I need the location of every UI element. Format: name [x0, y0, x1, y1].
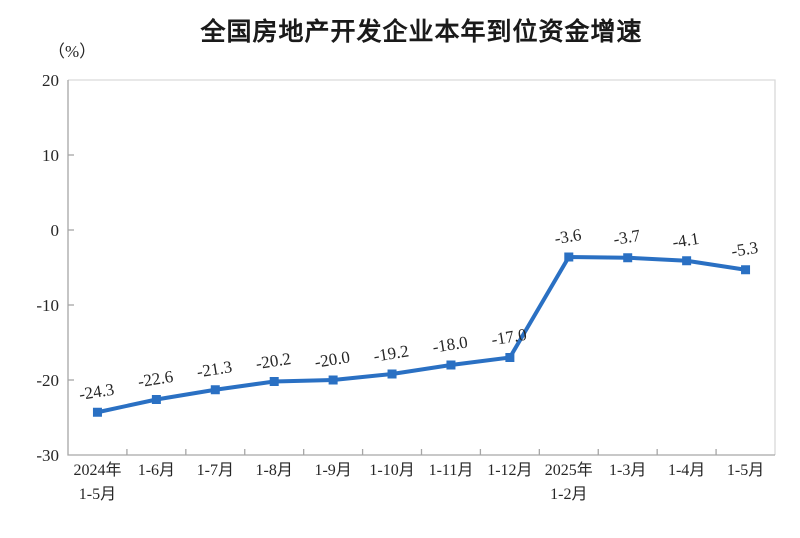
data-label: -5.3	[730, 238, 760, 261]
data-point-marker	[387, 369, 397, 379]
data-label: -19.2	[372, 341, 410, 365]
data-point-marker	[446, 360, 456, 370]
plot-border	[68, 79, 776, 455]
y-axis-unit-label: （%）	[48, 42, 97, 61]
data-point-marker	[682, 256, 692, 266]
data-point-marker	[741, 265, 751, 275]
data-point-marker	[151, 395, 161, 404]
data-point-marker	[328, 375, 338, 385]
x-tick-label: 2024年 1-5月	[73, 461, 121, 503]
data-point-marker	[269, 377, 279, 386]
data-label: -20.2	[254, 349, 292, 373]
x-tick-label: 1-6月	[138, 462, 175, 479]
data-label: -4.1	[671, 229, 701, 252]
x-tick-label: 1-11月	[429, 462, 474, 479]
y-tick-label: 10	[42, 146, 59, 165]
chart-title: 全国房地产开发企业本年到位资金增速	[200, 18, 643, 46]
data-point-marker	[623, 253, 633, 263]
y-tick-label: -10	[36, 296, 59, 315]
data-point-marker	[210, 385, 220, 395]
y-tick-label: 20	[42, 71, 59, 90]
x-tick-label: 1-5月	[727, 462, 764, 479]
x-tick-label: 1-10月	[369, 462, 414, 479]
data-label: -24.3	[78, 380, 116, 404]
x-tick-label: 1-8月	[256, 462, 293, 479]
data-label: -20.0	[313, 347, 351, 371]
x-tick-label: 1-7月	[197, 462, 234, 479]
y-tick-label: 0	[51, 221, 60, 240]
x-tick-label: 2025年 1-2月	[545, 461, 593, 503]
y-tick-label: -20	[36, 371, 59, 390]
y-tick-label: -30	[36, 446, 59, 465]
data-point-marker	[92, 407, 102, 417]
data-point-marker	[564, 252, 574, 262]
data-label: -22.6	[137, 367, 175, 391]
x-tick-label: 1-4月	[668, 462, 705, 479]
x-tick-label: 1-9月	[314, 462, 351, 479]
data-label: -3.6	[553, 225, 583, 248]
data-label: -21.3	[195, 357, 233, 381]
data-label: -17.0	[490, 325, 528, 349]
x-tick-label: 1-12月	[487, 462, 532, 479]
axis-line	[67, 80, 775, 456]
data-point-marker	[505, 353, 515, 362]
data-label: -3.7	[612, 226, 642, 249]
x-tick-label: 1-3月	[609, 462, 646, 479]
series-line	[95, 255, 748, 415]
data-label: -18.0	[431, 332, 469, 356]
